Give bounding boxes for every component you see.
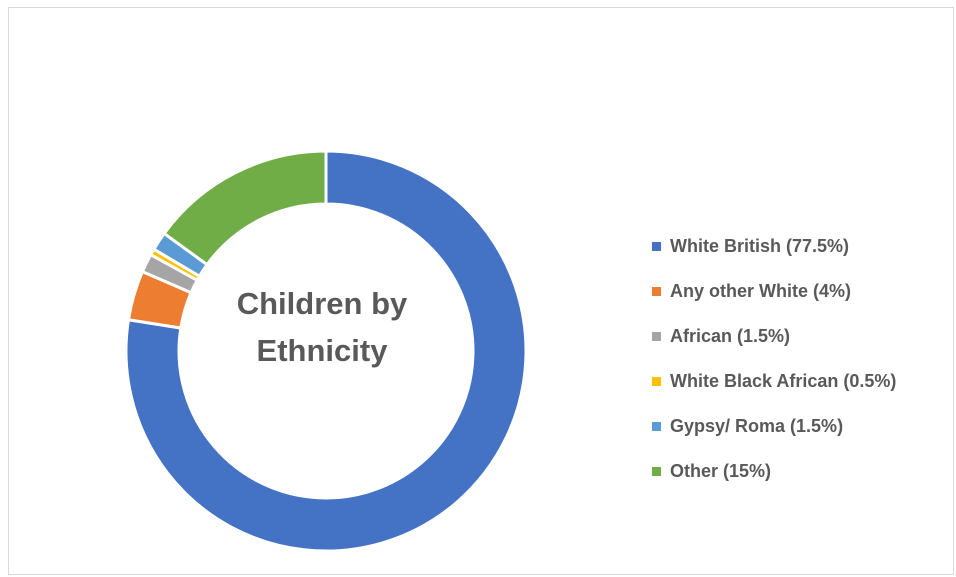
legend-label: White Black African (0.5%) — [670, 371, 897, 391]
legend-swatch — [652, 422, 661, 431]
legend-swatch — [652, 242, 661, 251]
legend-label: White British (77.5%) — [670, 236, 850, 256]
legend-item-white-british: White British (77.5%) — [652, 224, 952, 269]
donut-slices — [124, 149, 528, 553]
legend-swatch — [652, 332, 661, 341]
legend-item-gypsy-roma: Gypsy/ Roma (1.5%) — [652, 404, 952, 449]
legend-item-white-black-african: White Black African (0.5%) — [652, 359, 952, 404]
legend-label: Gypsy/ Roma (1.5%) — [670, 416, 844, 436]
chart-title-line-2: Ethnicity — [257, 333, 389, 368]
legend-swatch — [652, 377, 661, 386]
legend-label: African (1.5%) — [670, 326, 791, 346]
legend-item-african: African (1.5%) — [652, 314, 952, 359]
legend-label: Other (15%) — [670, 461, 772, 481]
legend-swatch — [652, 287, 661, 296]
donut-slice-other — [162, 149, 328, 267]
legend-swatch — [652, 467, 661, 476]
chart-title-line-1: Children by — [237, 286, 408, 321]
legend-item-other: Other (15%) — [652, 449, 952, 494]
chart-legend: White British (77.5%) Any other White (4… — [652, 224, 952, 494]
donut-slice-white-british — [124, 149, 528, 553]
legend-item-any-other-white: Any other White (4%) — [652, 269, 952, 314]
legend-label: Any other White (4%) — [670, 281, 852, 301]
